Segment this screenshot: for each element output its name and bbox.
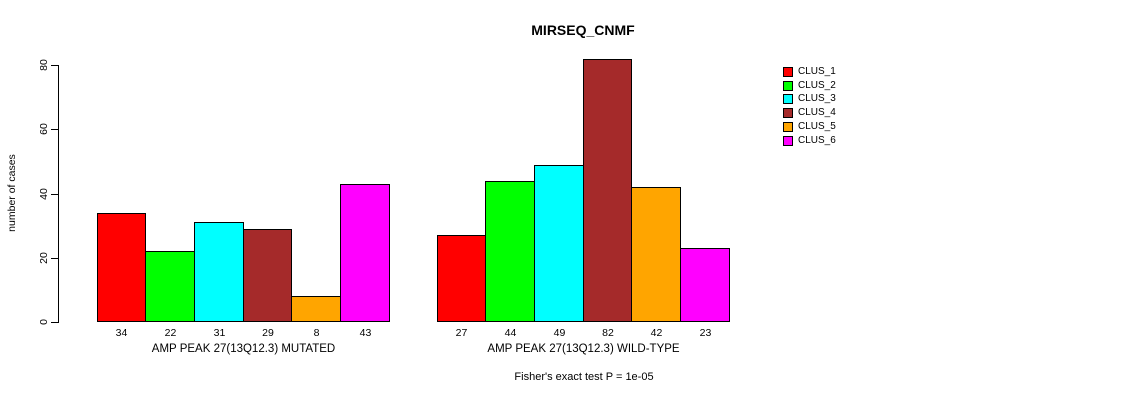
legend-swatch-icon xyxy=(783,80,793,91)
bar-clus_2-group2 xyxy=(485,181,535,322)
fisher-test-annotation: Fisher's exact test P = 1e-05 xyxy=(514,371,654,383)
bar-value-label: 43 xyxy=(359,327,372,339)
legend-swatch-icon xyxy=(783,121,793,132)
bar-clus_5-group1 xyxy=(291,296,341,322)
bar-value-label: 42 xyxy=(650,327,663,339)
legend-item-clus_3: CLUS_3 xyxy=(783,92,836,105)
legend-swatch-icon xyxy=(783,107,793,118)
bar-clus_3-group2 xyxy=(534,165,584,322)
y-tick-label: 60 xyxy=(38,123,50,135)
bar-clus_4-group1 xyxy=(243,229,292,322)
bar-value-label: 82 xyxy=(602,327,614,339)
legend-label: CLUS_2 xyxy=(798,80,836,91)
x-group-label-2: AMP PEAK 27(13Q12.3) WILD-TYPE xyxy=(487,343,680,355)
bar-clus_6-group1 xyxy=(340,184,390,322)
legend-item-clus_2: CLUS_2 xyxy=(783,79,836,92)
legend-label: CLUS_5 xyxy=(798,121,836,132)
bar-value-label: 23 xyxy=(699,327,712,339)
legend-swatch-icon xyxy=(783,66,793,77)
bar-value-label: 29 xyxy=(262,327,274,339)
legend-label: CLUS_1 xyxy=(798,66,836,77)
y-tick-mark xyxy=(51,65,58,66)
y-tick-label: 80 xyxy=(38,59,50,71)
legend-swatch-icon xyxy=(783,135,793,146)
y-tick-mark xyxy=(51,258,58,259)
bar-value-label: 49 xyxy=(553,327,566,339)
chart-title: MIRSEQ_CNMF xyxy=(531,22,635,38)
y-tick-label: 40 xyxy=(38,188,50,200)
legend-item-clus_5: CLUS_5 xyxy=(783,120,836,133)
bar-clus_1-group2 xyxy=(437,235,486,322)
y-axis-label: number of cases xyxy=(6,154,18,232)
bar-value-label: 27 xyxy=(455,327,468,339)
y-tick-label: 0 xyxy=(38,319,50,325)
bar-value-label: 44 xyxy=(504,327,517,339)
legend-label: CLUS_3 xyxy=(798,93,836,104)
y-tick-mark xyxy=(51,322,58,323)
bar-clus_1-group1 xyxy=(97,213,146,322)
bar-value-label: 8 xyxy=(313,327,320,339)
legend-label: CLUS_6 xyxy=(798,135,836,146)
y-axis xyxy=(58,65,59,323)
bar-clus_4-group2 xyxy=(583,59,632,322)
bar-value-label: 34 xyxy=(115,327,128,339)
legend-label: CLUS_4 xyxy=(798,107,836,118)
y-tick-mark xyxy=(51,194,58,195)
y-tick-mark xyxy=(51,129,58,130)
legend-item-clus_6: CLUS_6 xyxy=(783,134,836,147)
legend-item-clus_4: CLUS_4 xyxy=(783,106,836,119)
bar-clus_6-group2 xyxy=(680,248,730,322)
bar-clus_5-group2 xyxy=(631,187,681,322)
bar-value-label: 31 xyxy=(213,327,226,339)
legend-item-clus_1: CLUS_1 xyxy=(783,65,836,78)
y-tick-label: 20 xyxy=(38,252,50,264)
bar-value-label: 22 xyxy=(164,327,177,339)
bar-clus_3-group1 xyxy=(194,222,244,322)
bar-clus_2-group1 xyxy=(145,251,195,322)
x-group-label-1: AMP PEAK 27(13Q12.3) MUTATED xyxy=(151,343,336,355)
legend-swatch-icon xyxy=(783,93,793,104)
